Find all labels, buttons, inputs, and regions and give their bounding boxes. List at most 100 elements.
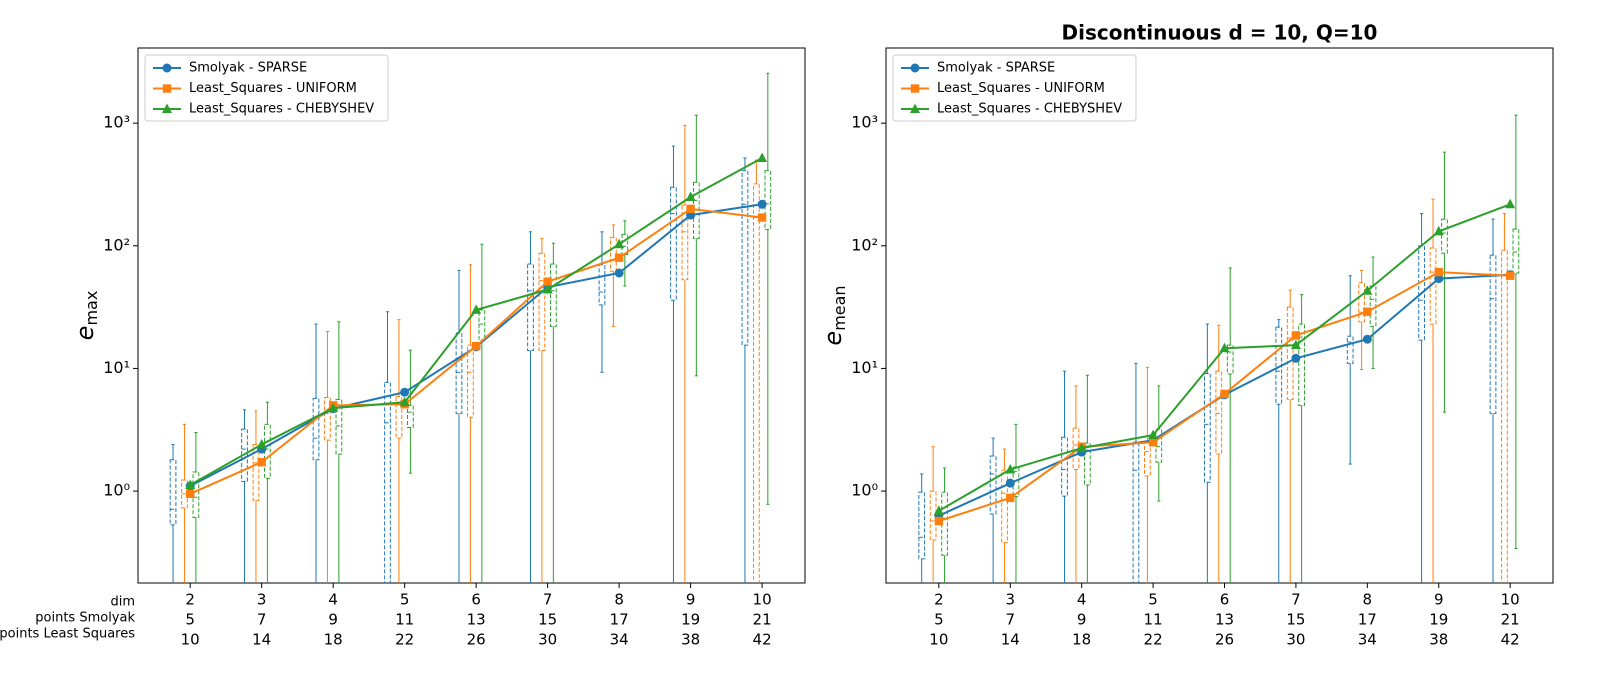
legend-frame [892, 54, 1137, 122]
box [764, 170, 772, 230]
x-tick-label: 18 [324, 631, 343, 649]
x-tick-label: 17 [610, 611, 629, 629]
series-line [189, 207, 763, 495]
x-tick-label: 14 [1001, 631, 1020, 649]
x-tick-label: 4 [1077, 591, 1087, 609]
box [384, 381, 391, 583]
x-tick-label: 7 [1291, 591, 1301, 609]
y-tick-label: 10² [851, 235, 878, 254]
marker [1505, 198, 1516, 209]
box [1298, 323, 1305, 406]
x-tick-label: 26 [1215, 631, 1234, 649]
marker [1291, 331, 1301, 340]
legend-label: Least_Squares - CHEBYSHEV [937, 102, 1122, 117]
x-tick-label: 9 [686, 591, 696, 609]
marker [1290, 339, 1301, 350]
y-label-base: e [71, 326, 99, 341]
x-row-label: points Least Squares [0, 627, 135, 642]
box [312, 397, 320, 461]
x-tick-label: 7 [257, 611, 267, 629]
box [941, 491, 948, 556]
box [1286, 306, 1294, 400]
marker [185, 479, 196, 490]
x-tick-label: 5 [934, 611, 944, 629]
marker [1006, 493, 1015, 503]
x-tick-label: 2 [185, 591, 195, 609]
marker [614, 253, 624, 262]
box [1215, 370, 1223, 455]
y-label-sub: mean [830, 285, 849, 330]
legend-marker [910, 103, 920, 113]
marker [1362, 334, 1372, 344]
x-tick-label: 21 [753, 611, 772, 629]
box [455, 332, 463, 414]
x-tick-label: 34 [610, 631, 629, 649]
box [753, 183, 760, 583]
x-tick-label: 30 [1286, 631, 1305, 649]
box [335, 398, 343, 455]
legend-marker [910, 63, 920, 73]
legend-frame [144, 54, 389, 122]
marker [757, 213, 767, 222]
x-tick-label: 11 [1144, 611, 1163, 629]
box [741, 170, 749, 346]
marker [1434, 267, 1443, 277]
box [1489, 254, 1497, 414]
x-tick-label: 22 [395, 631, 414, 649]
plot-area [918, 114, 1520, 583]
marker [1076, 442, 1087, 453]
box [1346, 335, 1354, 364]
x-tick-label: 13 [1215, 611, 1234, 629]
y-tick-label: 10³ [851, 113, 878, 132]
x-tick-label: 26 [467, 631, 486, 649]
y-label-base: e [819, 331, 847, 346]
marker [543, 277, 552, 286]
x-tick-label: 11 [395, 611, 414, 629]
box [1204, 372, 1211, 483]
x-tick-label: 10 [929, 631, 948, 649]
legend-label: Least_Squares - CHEBYSHEV [189, 102, 374, 117]
marker [933, 505, 944, 515]
y-axis-label: emean [819, 285, 849, 345]
axes: 10⁰ 10¹ 10² 10³ emax 2 5 10 3 7 14 4 9 18 5 11 22 6 13 26 7 1… [0, 47, 806, 649]
marker [185, 489, 195, 499]
box [621, 233, 629, 255]
marker [400, 387, 410, 397]
legend-marker [162, 84, 172, 93]
series-line [938, 203, 1511, 512]
box [1226, 344, 1234, 375]
y-tick-label: 10⁰ [851, 481, 878, 500]
legend-marker [162, 63, 172, 73]
marker [1433, 225, 1444, 236]
box [681, 204, 689, 281]
marker [1362, 285, 1373, 295]
x-tick-label: 19 [1429, 611, 1448, 629]
x-tick-label: 15 [538, 611, 557, 629]
box [407, 404, 414, 428]
x-tick-label: 10 [181, 631, 200, 649]
legend-marker [162, 103, 172, 113]
x-tick-label: 5 [185, 611, 195, 629]
x-tick-label: 10 [753, 591, 772, 609]
marker [256, 438, 267, 449]
box [989, 455, 997, 515]
y-tick-label: 10⁰ [103, 481, 130, 500]
x-tick-label: 9 [328, 611, 338, 629]
marker [1505, 271, 1515, 280]
box [670, 186, 677, 301]
x-tick-label: 10 [1501, 591, 1520, 609]
marker [1148, 438, 1158, 447]
marker [757, 199, 767, 209]
series-line [189, 157, 763, 486]
marker [471, 304, 482, 314]
marker [399, 396, 410, 407]
marker [686, 204, 695, 214]
x-tick-label: 38 [1429, 631, 1448, 649]
x-tick-label: 7 [1005, 611, 1015, 629]
x-tick-label: 3 [1005, 591, 1015, 609]
marker [257, 457, 266, 467]
legend-label: Least_Squares - UNIFORM [189, 81, 357, 96]
x-row-label: dim [110, 595, 135, 610]
x-tick-label: 21 [1501, 611, 1520, 629]
plot-area [169, 72, 772, 583]
